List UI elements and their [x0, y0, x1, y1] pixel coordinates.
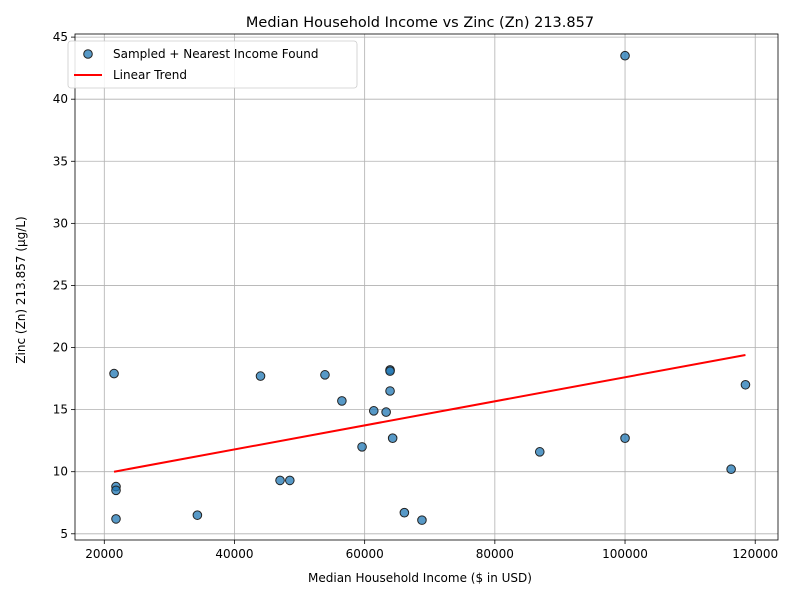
- data-point: [620, 50, 630, 61]
- data-point: [320, 370, 330, 380]
- x-tick-label: 20000: [85, 547, 123, 561]
- x-tick-label: 100000: [602, 547, 648, 561]
- data-point: [111, 485, 121, 496]
- y-tick-label: 10: [53, 465, 68, 479]
- data-point: [368, 406, 379, 416]
- y-axis-label: Zinc (Zn) 213.857 (µg/L): [14, 216, 28, 363]
- legend: Sampled + Nearest Income Found Linear Tr…: [67, 40, 358, 89]
- data-point: [111, 514, 121, 524]
- data-point: [337, 396, 347, 406]
- x-tick-label: 80000: [476, 547, 514, 561]
- data-point: [385, 386, 395, 396]
- y-tick-label: 40: [53, 92, 68, 106]
- legend-label-trend: Linear Trend: [113, 68, 187, 82]
- legend-marker-points: [83, 49, 93, 59]
- data-point: [726, 464, 736, 475]
- x-axis-label: Median Household Income ($ in USD): [308, 571, 532, 585]
- trend-layer: [113, 354, 746, 473]
- y-tick-label: 25: [53, 278, 68, 292]
- grid: [75, 34, 778, 540]
- data-point: [534, 447, 545, 457]
- y-tick-label: 30: [53, 216, 68, 230]
- trend-line: [113, 354, 746, 473]
- data-point: [387, 433, 398, 443]
- x-tick-label: 60000: [346, 547, 384, 561]
- legend-label-points: Sampled + Nearest Income Found: [113, 47, 318, 61]
- y-tick-label: 45: [53, 30, 68, 44]
- chart-title: Median Household Income vs Zinc (Zn) 213…: [246, 15, 594, 31]
- y-tick-label: 20: [53, 341, 68, 355]
- data-point: [192, 510, 203, 520]
- x-tick-label: 40000: [215, 547, 253, 561]
- data-point: [285, 475, 295, 486]
- points-layer: [109, 50, 751, 525]
- legend-box: [67, 40, 358, 89]
- data-point: [357, 442, 367, 452]
- data-point: [740, 379, 751, 390]
- data-point: [399, 507, 410, 518]
- x-axis-ticks: 20000 40000 60000 80000 100000 120000: [85, 540, 778, 561]
- y-axis-ticks: 5 10 15 20 25 30 35 40 45: [53, 30, 75, 541]
- y-tick-label: 5: [60, 527, 68, 541]
- data-point: [620, 433, 630, 443]
- data-point: [381, 407, 391, 417]
- plot-frame: [74, 33, 779, 541]
- data-point: [385, 366, 395, 376]
- data-point: [109, 368, 119, 379]
- y-tick-label: 15: [53, 403, 68, 417]
- y-tick-label: 35: [53, 154, 68, 168]
- data-point: [417, 515, 427, 525]
- x-tick-label: 120000: [732, 547, 778, 561]
- data-point: [275, 475, 285, 486]
- data-point: [255, 371, 266, 381]
